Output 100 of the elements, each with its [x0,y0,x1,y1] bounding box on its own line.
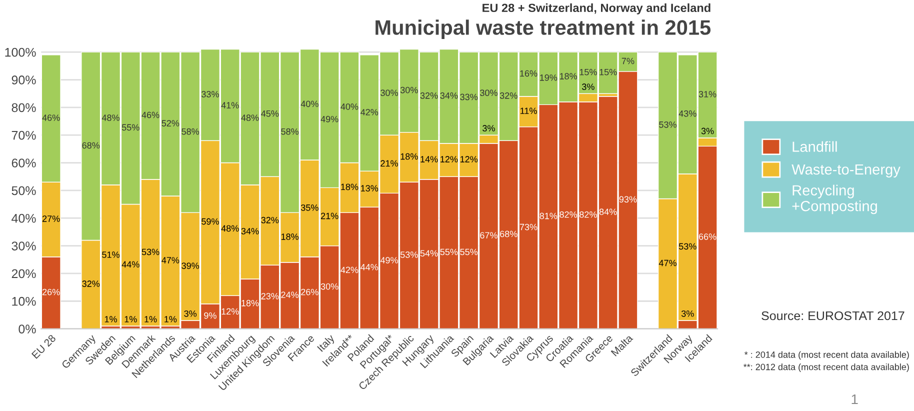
data-label: 32% [261,216,279,224]
data-label: 53% [142,248,160,256]
data-label: 42% [360,108,378,116]
data-label: 82% [580,211,597,218]
y-tick-label: 30% [12,242,36,250]
data-label: 18% [341,184,358,190]
data-label: 32% [500,92,518,99]
data-label: 21% [380,160,398,167]
data-label: 42% [340,266,358,274]
data-label: 15% [580,68,597,76]
data-label: 30% [320,283,338,290]
data-label: 66% [698,234,716,240]
data-label: 53% [659,121,676,128]
data-label: 55% [440,248,458,256]
data-label: 44% [122,261,140,268]
data-label: 30% [380,90,398,96]
data-label: 26% [301,288,318,296]
source-note: Source: EUROSTAT 2017 [762,311,904,320]
data-label: 3% [482,125,495,132]
data-label: 34% [440,92,458,99]
data-label: 54% [420,250,438,257]
data-label: 43% [678,110,696,117]
data-label: 53% [678,243,696,250]
data-label: 14% [420,156,438,162]
y-tick-label: 10% [12,296,36,306]
data-label: 12% [460,156,478,162]
x-tick-label: EU 28 [31,334,56,359]
data-label: 18% [400,153,418,160]
data-label: 15% [600,68,617,76]
y-tick-label: 0% [18,324,36,334]
data-label: 31% [698,91,716,98]
data-label: 48% [221,225,239,232]
legend-label: Landfill [792,141,837,152]
data-label: 48% [241,114,259,121]
data-label: 3% [184,310,197,317]
legend-label: Recycling +Composting [792,184,877,214]
y-tick-label: 90% [12,76,36,84]
data-label: 18% [242,300,259,306]
data-label: 53% [400,252,418,258]
legend-label: Waste-to-Energy [792,164,900,178]
text: **: 2012 data (most recent data available) [743,364,909,372]
data-label: 81% [540,212,558,220]
y-tick-label: 80% [12,103,36,112]
data-label: 82% [560,211,578,218]
data-label: 1% [104,316,117,322]
y-tick-label: 50% [12,186,36,196]
data-label: 45% [261,110,279,117]
data-label: 67% [480,232,498,239]
y-tick-label: 60% [12,158,36,168]
data-label: 44% [360,264,378,270]
y-tick-label: 70% [12,130,36,140]
data-label: 1% [124,316,137,322]
data-label: 46% [42,114,60,121]
data-label: 3% [701,128,714,134]
data-label: 26% [42,288,60,296]
y-tick-label: 40% [12,214,36,223]
data-label: 46% [142,112,160,118]
data-label: 40% [340,103,358,110]
data-label: 33% [460,94,478,100]
data-label: 41% [221,102,239,108]
data-label: 9% [204,312,216,319]
data-label: 68% [82,142,100,149]
data-label: 55% [460,248,478,256]
data-label: 12% [440,156,458,162]
data-label: 24% [281,292,299,298]
data-label: 68% [500,230,518,238]
data-label: 3% [582,84,594,90]
chart-title: Municipal waste treatment in 2015 [376,20,711,40]
data-label: 21% [321,212,338,220]
text: * : 2014 data (most recent data available) [744,351,909,360]
data-label: 39% [182,262,200,269]
data-label: 84% [599,208,617,216]
data-label: 12% [222,308,239,315]
data-label: 48% [102,114,120,121]
data-label: 1% [144,316,157,322]
data-label: 51% [102,252,120,258]
y-tick-label: 100% [5,48,36,57]
data-label: 18% [281,234,299,240]
y-tick-label: 20% [12,269,36,278]
data-label: 18% [560,73,578,80]
data-label: 33% [202,91,219,98]
data-label: 58% [182,128,200,135]
data-label: 27% [42,216,60,222]
data-label: 7% [622,58,634,64]
data-label: 93% [619,196,637,203]
data-label: 19% [540,74,558,81]
data-label: 59% [202,218,219,225]
data-label: 11% [520,108,537,114]
data-label: 55% [122,124,140,131]
data-label: 34% [241,228,259,234]
data-label: 16% [520,70,538,77]
data-label: 47% [162,257,180,264]
data-label: 73% [520,224,538,230]
data-label: 1% [164,316,177,322]
data-label: 58% [281,128,299,135]
data-label: 35% [300,204,318,211]
data-label: 3% [681,310,694,317]
data-label: 23% [261,293,279,300]
data-label: 32% [82,280,100,287]
data-label: 40% [300,100,318,108]
